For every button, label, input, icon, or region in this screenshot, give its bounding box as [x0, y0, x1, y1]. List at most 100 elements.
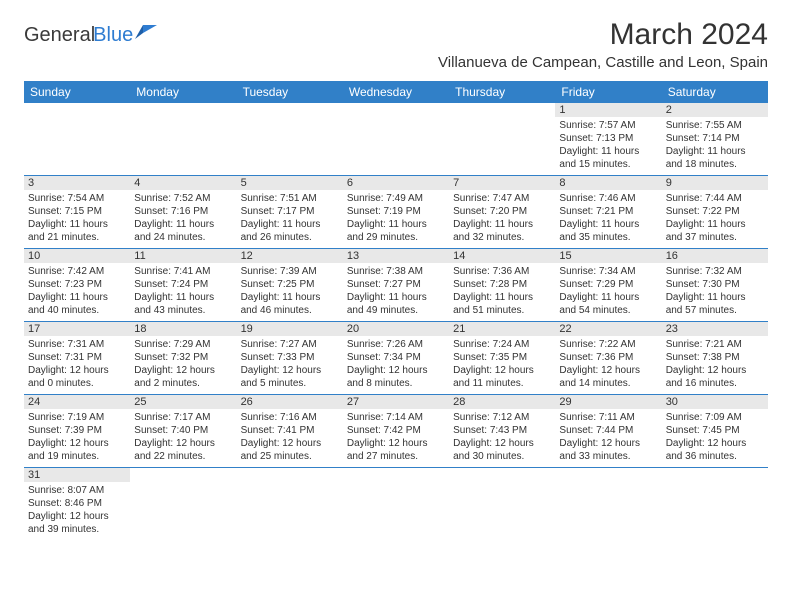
calendar-cell: 20Sunrise: 7:26 AMSunset: 7:34 PMDayligh… — [343, 322, 449, 395]
sunset-line: Sunset: 7:25 PM — [241, 278, 339, 291]
daylight-line: Daylight: 11 hours and 35 minutes. — [559, 218, 657, 244]
sunset-line: Sunset: 7:19 PM — [347, 205, 445, 218]
day-number: 18 — [130, 322, 236, 336]
sunrise-line: Sunrise: 7:16 AM — [241, 411, 339, 424]
sunset-line: Sunset: 7:42 PM — [347, 424, 445, 437]
sunset-line: Sunset: 7:40 PM — [134, 424, 232, 437]
day-number: 23 — [662, 322, 768, 336]
day-number: 17 — [24, 322, 130, 336]
daylight-line: Daylight: 12 hours and 14 minutes. — [559, 364, 657, 390]
day-number: 5 — [237, 176, 343, 190]
day-number: 2 — [662, 103, 768, 117]
calendar-cell — [237, 103, 343, 176]
calendar-cell: 9Sunrise: 7:44 AMSunset: 7:22 PMDaylight… — [662, 176, 768, 249]
calendar-body: 1 Sunrise: 7:57 AMSunset: 7:13 PM Daylight… — [24, 103, 768, 540]
day-number: 19 — [237, 322, 343, 336]
calendar-cell: 7Sunrise: 7:47 AMSunset: 7:20 PMDaylight… — [449, 176, 555, 249]
calendar-cell: 4Sunrise: 7:52 AMSunset: 7:16 PMDaylight… — [130, 176, 236, 249]
day-number: 20 — [343, 322, 449, 336]
sunrise-line: Sunrise: 7:57 AM — [559, 119, 657, 132]
day-number: 26 — [237, 395, 343, 409]
daylight-line: Daylight: 12 hours and 30 minutes. — [453, 437, 551, 463]
sunset-line: Sunset: 7:21 PM — [559, 205, 657, 218]
day-number: 27 — [343, 395, 449, 409]
sunrise-line: Sunrise: 7:54 AM — [28, 192, 126, 205]
daylight-line: Daylight: 12 hours and 25 minutes. — [241, 437, 339, 463]
day-number: 6 — [343, 176, 449, 190]
daylight-line: Daylight: 11 hours and 51 minutes. — [453, 291, 551, 317]
daylight-line: Daylight: 11 hours and 57 minutes. — [666, 291, 764, 317]
logo-text-general: General — [24, 24, 95, 47]
daylight-line: Daylight: 11 hours and 49 minutes. — [347, 291, 445, 317]
sunset-line: Sunset: 7:30 PM — [666, 278, 764, 291]
calendar-cell: 17Sunrise: 7:31 AMSunset: 7:31 PMDayligh… — [24, 322, 130, 395]
daylight-line: Daylight: 11 hours and 32 minutes. — [453, 218, 551, 244]
location: Villanueva de Campean, Castille and Leon… — [438, 54, 768, 71]
calendar-cell: 28Sunrise: 7:12 AMSunset: 7:43 PMDayligh… — [449, 395, 555, 468]
calendar-cell: 16Sunrise: 7:32 AMSunset: 7:30 PMDayligh… — [662, 249, 768, 322]
daylight-line: Daylight: 12 hours and 27 minutes. — [347, 437, 445, 463]
sunset-line: Sunset: 7:34 PM — [347, 351, 445, 364]
calendar-cell — [555, 468, 661, 541]
calendar-cell: 11Sunrise: 7:41 AMSunset: 7:24 PMDayligh… — [130, 249, 236, 322]
sunrise-line: Sunrise: 7:41 AM — [134, 265, 232, 278]
sunrise-line: Sunrise: 7:36 AM — [453, 265, 551, 278]
sunrise-line: Sunrise: 7:12 AM — [453, 411, 551, 424]
calendar-cell: 25Sunrise: 7:17 AMSunset: 7:40 PMDayligh… — [130, 395, 236, 468]
calendar-cell — [130, 468, 236, 541]
sunrise-line: Sunrise: 7:24 AM — [453, 338, 551, 351]
sunrise-line: Sunrise: 7:52 AM — [134, 192, 232, 205]
calendar-cell: 23Sunrise: 7:21 AMSunset: 7:38 PMDayligh… — [662, 322, 768, 395]
daylight-line: Daylight: 11 hours and 21 minutes. — [28, 218, 126, 244]
title-block: March 2024 Villanueva de Campean, Castil… — [438, 18, 768, 71]
daylight-line: Daylight: 12 hours and 39 minutes. — [28, 510, 126, 536]
calendar-head: SundayMondayTuesdayWednesdayThursdayFrid… — [24, 81, 768, 103]
day-number: 30 — [662, 395, 768, 409]
sunset-line: Sunset: 7:27 PM — [347, 278, 445, 291]
calendar-cell: 13Sunrise: 7:38 AMSunset: 7:27 PMDayligh… — [343, 249, 449, 322]
calendar-table: SundayMondayTuesdayWednesdayThursdayFrid… — [24, 81, 768, 540]
day-number: 1 — [555, 103, 661, 117]
sunset-line: Sunset: 7:23 PM — [28, 278, 126, 291]
day-number: 29 — [555, 395, 661, 409]
day-number: 25 — [130, 395, 236, 409]
daylight-line: Daylight: 12 hours and 22 minutes. — [134, 437, 232, 463]
daylight-line: Daylight: 11 hours and 26 minutes. — [241, 218, 339, 244]
daylight-line: Daylight: 11 hours and 18 minutes. — [666, 145, 764, 171]
sunrise-line: Sunrise: 7:51 AM — [241, 192, 339, 205]
sunrise-line: Sunrise: 7:44 AM — [666, 192, 764, 205]
calendar-cell: 24Sunrise: 7:19 AMSunset: 7:39 PMDayligh… — [24, 395, 130, 468]
logo: General Blue — [24, 24, 157, 47]
sunset-line: Sunset: 7:43 PM — [453, 424, 551, 437]
sunrise-line: Sunrise: 7:46 AM — [559, 192, 657, 205]
daylight-line: Daylight: 11 hours and 29 minutes. — [347, 218, 445, 244]
calendar-cell: 6Sunrise: 7:49 AMSunset: 7:19 PMDaylight… — [343, 176, 449, 249]
day-number: 12 — [237, 249, 343, 263]
calendar-cell: 8Sunrise: 7:46 AMSunset: 7:21 PMDaylight… — [555, 176, 661, 249]
sunset-line: Sunset: 7:15 PM — [28, 205, 126, 218]
month-year: March 2024 — [438, 18, 768, 52]
day-number: 16 — [662, 249, 768, 263]
day-header: Sunday — [24, 81, 130, 103]
daylight-line: Daylight: 11 hours and 40 minutes. — [28, 291, 126, 317]
calendar-cell: 26Sunrise: 7:16 AMSunset: 7:41 PMDayligh… — [237, 395, 343, 468]
calendar-cell: 19Sunrise: 7:27 AMSunset: 7:33 PMDayligh… — [237, 322, 343, 395]
sunset-line: Sunset: 7:14 PM — [666, 132, 764, 145]
calendar-cell — [449, 103, 555, 176]
day-header: Wednesday — [343, 81, 449, 103]
calendar-cell: 21Sunrise: 7:24 AMSunset: 7:35 PMDayligh… — [449, 322, 555, 395]
calendar-cell: 1Sunrise: 7:57 AMSunset: 7:13 PMDaylight… — [555, 103, 661, 176]
day-number: 10 — [24, 249, 130, 263]
sunrise-line: Sunrise: 7:39 AM — [241, 265, 339, 278]
day-header: Saturday — [662, 81, 768, 103]
calendar-cell — [237, 468, 343, 541]
day-number: 11 — [130, 249, 236, 263]
sunset-line: Sunset: 7:13 PM — [559, 132, 657, 145]
sunrise-line: Sunrise: 7:14 AM — [347, 411, 445, 424]
sunset-line: Sunset: 7:39 PM — [28, 424, 126, 437]
sunrise-line: Sunrise: 7:42 AM — [28, 265, 126, 278]
sunset-line: Sunset: 7:22 PM — [666, 205, 764, 218]
sunset-line: Sunset: 7:38 PM — [666, 351, 764, 364]
calendar-cell: 5Sunrise: 7:51 AMSunset: 7:17 PMDaylight… — [237, 176, 343, 249]
sunrise-line: Sunrise: 7:19 AM — [28, 411, 126, 424]
